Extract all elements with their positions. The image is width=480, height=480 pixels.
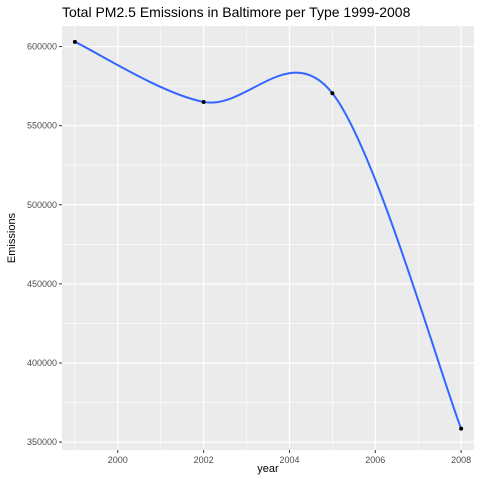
x-tick-label: 2006 — [365, 455, 385, 465]
y-tick-label: 550000 — [27, 121, 57, 131]
data-point — [330, 91, 335, 96]
y-axis-ticks: 350000 400000 450000 500000 550000 600000 — [27, 42, 62, 447]
y-tick-label: 350000 — [27, 437, 57, 447]
series-line — [74, 40, 463, 430]
y-tick-label: 450000 — [27, 279, 57, 289]
x-tick-label: 2000 — [108, 455, 128, 465]
x-tick-label: 2002 — [194, 455, 214, 465]
data-point — [201, 99, 206, 104]
data-point — [459, 426, 464, 431]
data-points — [72, 39, 464, 431]
x-tick-label: 2004 — [279, 455, 299, 465]
y-tick-label: 600000 — [27, 42, 57, 52]
x-axis-title: year — [257, 463, 279, 475]
grid-major — [62, 26, 474, 450]
plot-panel — [62, 26, 474, 450]
y-axis-title: Emissions — [6, 212, 18, 263]
y-tick-label: 400000 — [27, 358, 57, 368]
x-tick-label: 2008 — [451, 455, 471, 465]
chart-title: Total PM2.5 Emissions in Baltimore per T… — [62, 4, 411, 20]
grid-minor — [62, 26, 474, 450]
x-axis-ticks: 2000 2002 2004 2006 2008 — [108, 450, 471, 465]
data-point — [72, 39, 77, 44]
y-tick-label: 500000 — [27, 200, 57, 210]
